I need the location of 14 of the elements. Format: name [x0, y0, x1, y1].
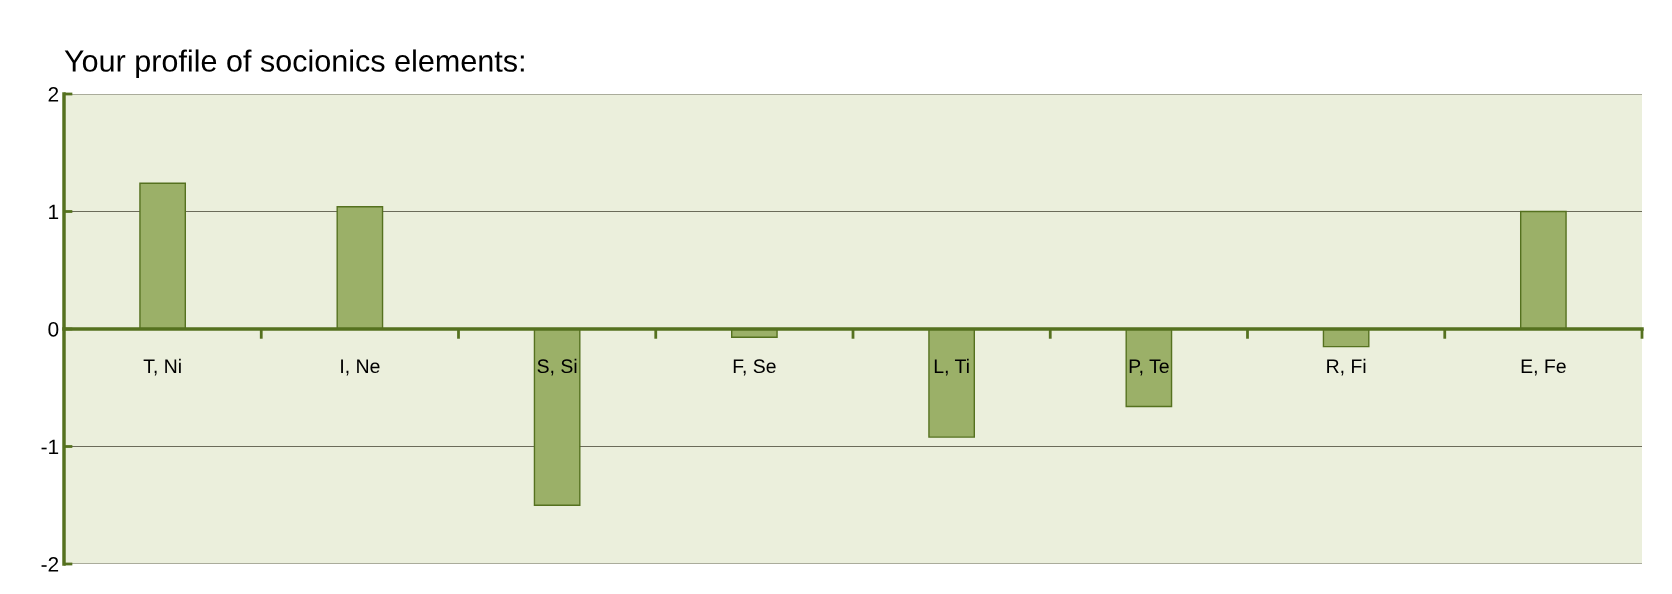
y-tick-label: 0: [48, 322, 59, 337]
y-tick-label: -2: [41, 557, 59, 572]
x-tick-label: L, Ti: [934, 358, 969, 376]
y-tick-label: -1: [41, 439, 59, 455]
x-tick-label: I, Ne: [341, 359, 380, 376]
x-tick-label: T, Ni: [143, 358, 181, 376]
x-tick-label: R, Fi: [1327, 358, 1366, 376]
y-tick-label: 1: [49, 204, 59, 220]
x-tick-label: P, Te: [1129, 359, 1169, 376]
x-tick-label: S, Si: [537, 358, 577, 376]
x-tick-label: E, Fe: [1521, 359, 1566, 376]
chart-title: Your profile of socionics elements:: [64, 49, 524, 78]
x-tick-label: F, Se: [733, 359, 776, 376]
y-tick-label: 2: [48, 87, 59, 102]
